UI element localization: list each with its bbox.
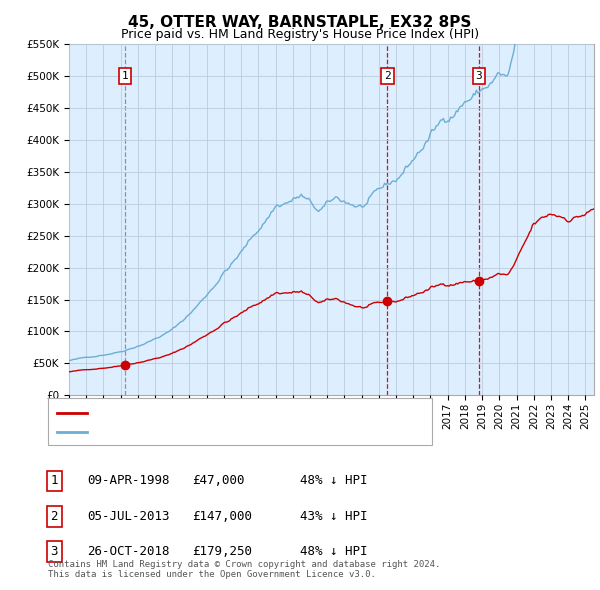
Text: 3: 3 bbox=[475, 71, 482, 81]
Text: 2: 2 bbox=[50, 510, 58, 523]
Text: £147,000: £147,000 bbox=[192, 510, 252, 523]
Text: Contains HM Land Registry data © Crown copyright and database right 2024.
This d: Contains HM Land Registry data © Crown c… bbox=[48, 560, 440, 579]
Text: 43% ↓ HPI: 43% ↓ HPI bbox=[300, 510, 367, 523]
Text: £179,250: £179,250 bbox=[192, 545, 252, 558]
Text: 26-OCT-2018: 26-OCT-2018 bbox=[87, 545, 170, 558]
Text: 09-APR-1998: 09-APR-1998 bbox=[87, 474, 170, 487]
Text: 1: 1 bbox=[122, 71, 128, 81]
Text: 45, OTTER WAY, BARNSTAPLE, EX32 8PS: 45, OTTER WAY, BARNSTAPLE, EX32 8PS bbox=[128, 15, 472, 30]
Text: £47,000: £47,000 bbox=[192, 474, 245, 487]
Text: Price paid vs. HM Land Registry's House Price Index (HPI): Price paid vs. HM Land Registry's House … bbox=[121, 28, 479, 41]
Text: 3: 3 bbox=[50, 545, 58, 558]
Text: 48% ↓ HPI: 48% ↓ HPI bbox=[300, 474, 367, 487]
Text: 48% ↓ HPI: 48% ↓ HPI bbox=[300, 545, 367, 558]
Text: 45, OTTER WAY, BARNSTAPLE, EX32 8PS (detached house): 45, OTTER WAY, BARNSTAPLE, EX32 8PS (det… bbox=[93, 408, 419, 418]
Text: 1: 1 bbox=[50, 474, 58, 487]
Text: 2: 2 bbox=[384, 71, 391, 81]
Text: HPI: Average price, detached house, North Devon: HPI: Average price, detached house, Nort… bbox=[93, 428, 370, 437]
Text: 05-JUL-2013: 05-JUL-2013 bbox=[87, 510, 170, 523]
